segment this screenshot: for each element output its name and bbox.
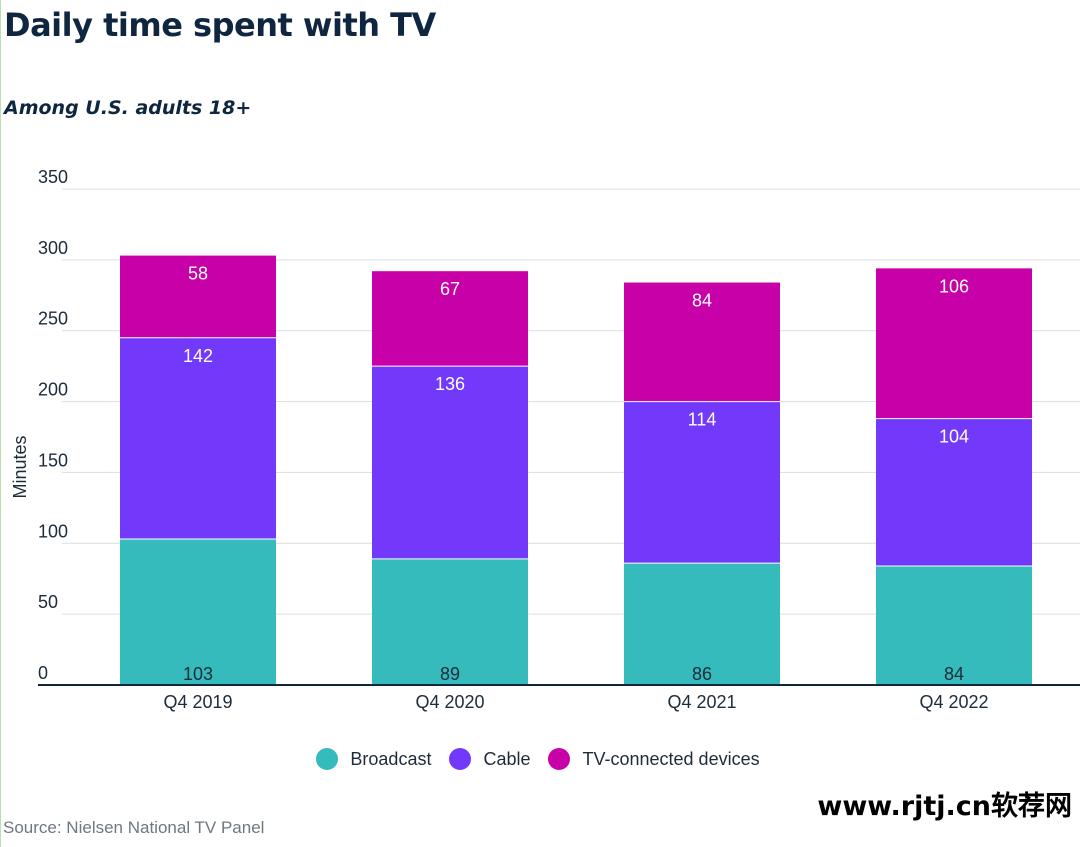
legend-item-broadcast[interactable]: Broadcast (316, 748, 431, 770)
x-tick-label-4: Q4 2022 (919, 692, 988, 712)
x-tick-label-2: Q4 2020 (415, 692, 484, 712)
bar-broadcast-3 (624, 563, 780, 685)
data-label-broadcast-2: 89 (440, 664, 460, 684)
legend-label-tv-connected-devices: TV-connected devices (582, 748, 760, 769)
data-label-broadcast-4: 84 (944, 664, 964, 684)
bar-cable-1 (120, 337, 276, 540)
bar-broadcast-4 (876, 565, 1032, 685)
data-label-cable-2: 136 (435, 374, 465, 394)
y-axis-title: Minutes (10, 435, 30, 498)
legend-item-tv-connected-devices[interactable]: TV-connected devices (548, 748, 760, 770)
source-note: Source: Nielsen National TV Panel (3, 818, 265, 837)
bar-broadcast-1 (120, 539, 276, 685)
chart-legend: Broadcast Cable TV-connected devices (0, 744, 1080, 774)
legend-swatch-tv-connected-devices (548, 748, 571, 770)
data-label-broadcast-3: 86 (692, 664, 712, 684)
data-label-cable-4: 104 (939, 427, 969, 447)
y-tick-label-150: 150 (38, 450, 68, 470)
y-tick-label-0: 0 (38, 663, 48, 683)
y-tick-label-50: 50 (38, 592, 58, 612)
y-tick-label-200: 200 (38, 380, 68, 400)
y-tick-label-100: 100 (38, 521, 68, 541)
bar-tv-connected-devices-2 (372, 271, 528, 367)
bar-tv-connected-devices-3 (624, 282, 780, 402)
data-label-tv-connected-devices-3: 84 (692, 291, 712, 311)
data-label-cable-1: 142 (183, 346, 213, 366)
watermark-text: www.rjtj.cn软荐网 (817, 791, 1072, 822)
chart-title: Daily time spent with TV (4, 6, 436, 44)
bar-broadcast-2 (372, 558, 528, 685)
stacked-bar-chart: 0 50 100 150 200 250 300 350 Minutes 103 142 58 Q4 2… (10, 167, 1080, 712)
left-border-line (0, 0, 1, 847)
legend-label-broadcast: Broadcast (350, 748, 432, 769)
bar-cable-2 (372, 366, 528, 559)
legend-swatch-broadcast (316, 748, 339, 770)
y-tick-label-250: 250 (38, 309, 68, 329)
legend-label-cable: Cable (483, 748, 531, 769)
chart-subtitle: Among U.S. adults 18+ (4, 97, 252, 119)
data-label-broadcast-1: 103 (183, 664, 213, 684)
legend-item-cable[interactable]: Cable (449, 748, 530, 770)
bar-cable-4 (876, 418, 1032, 566)
x-tick-label-1: Q4 2019 (163, 692, 232, 712)
y-tick-label-300: 300 (38, 238, 68, 258)
legend-swatch-cable (449, 748, 472, 770)
data-label-tv-connected-devices-1: 58 (188, 264, 208, 284)
x-tick-label-3: Q4 2021 (667, 692, 736, 712)
bar-tv-connected-devices-4 (876, 268, 1032, 419)
y-tick-label-350: 350 (38, 167, 68, 187)
data-label-tv-connected-devices-4: 106 (939, 276, 969, 296)
bar-tv-connected-devices-1 (120, 255, 276, 338)
bar-cable-3 (624, 401, 780, 564)
data-label-cable-3: 114 (688, 410, 717, 430)
data-label-tv-connected-devices-2: 67 (440, 279, 460, 299)
